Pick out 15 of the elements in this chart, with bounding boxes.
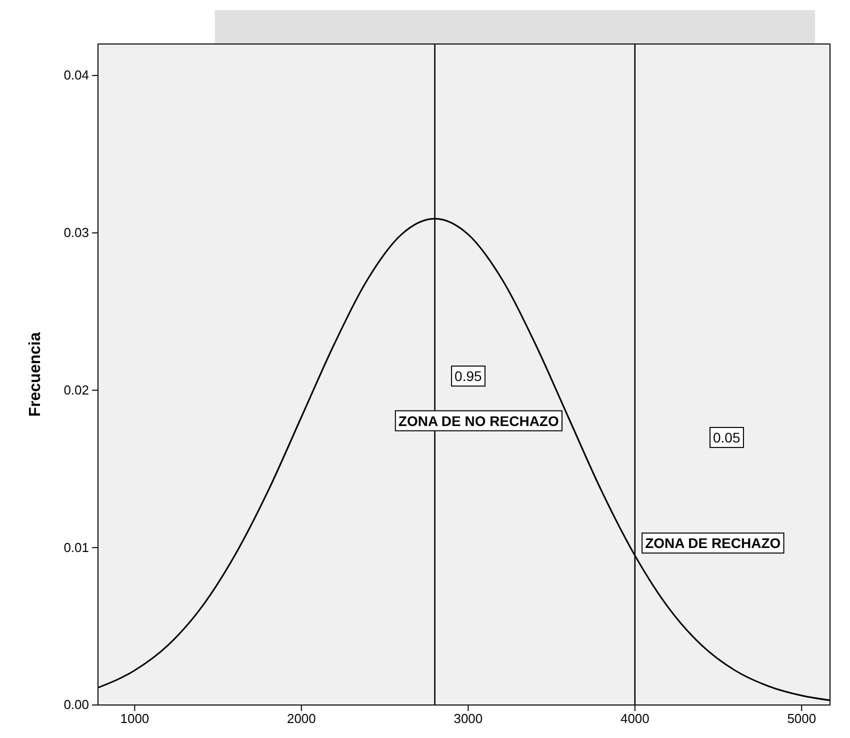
y-axis-title: Frecuencia bbox=[27, 332, 44, 417]
y-tick-label: 0.04 bbox=[64, 68, 89, 83]
annotation: ZONA DE NO RECHAZO bbox=[398, 412, 559, 429]
x-tick-label: 2000 bbox=[286, 711, 316, 726]
y-tick-label: 0.03 bbox=[64, 225, 89, 240]
y-tick-label: 0.02 bbox=[64, 382, 89, 398]
x-tick-label: 3000 bbox=[454, 711, 483, 726]
annotation: 0.05 bbox=[712, 429, 740, 446]
annotation: 0.95 bbox=[454, 368, 482, 384]
x-tick-label: 1000 bbox=[120, 711, 150, 726]
x-tick-label: 4000 bbox=[620, 711, 650, 726]
annotation: ZONA DE RECHAZO bbox=[645, 535, 781, 552]
x-tick-label: 5000 bbox=[787, 711, 816, 726]
y-tick-label: 0.01 bbox=[64, 540, 89, 555]
y-tick-label: 0.00 bbox=[64, 697, 89, 712]
